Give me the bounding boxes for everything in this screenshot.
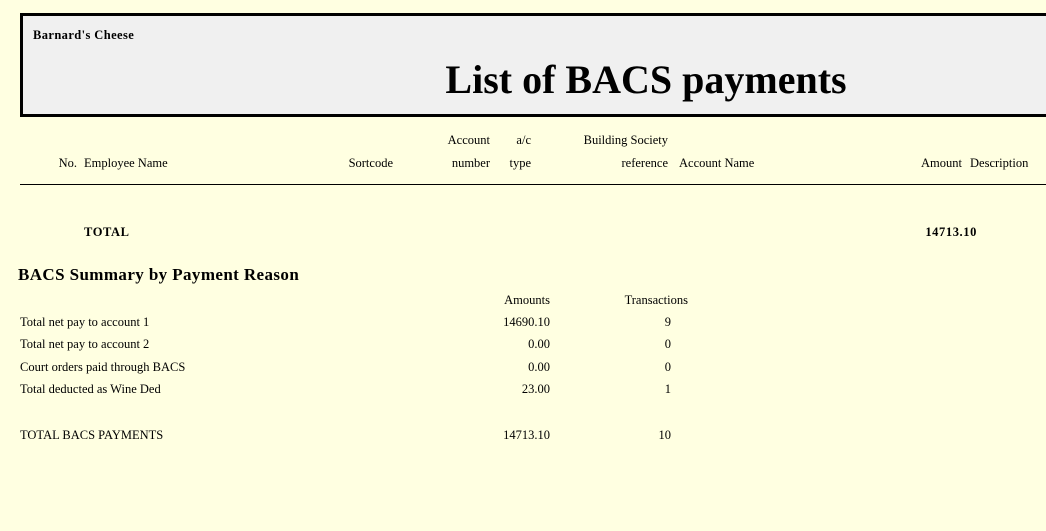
summary-row-amount: 23.00 — [521, 382, 550, 396]
total-row-amount: 14713.10 — [925, 225, 977, 239]
report-header-box: Barnard's Cheese List of BACS payments — [20, 13, 1046, 117]
summary-row-label: Total deducted as Wine Ded — [20, 382, 161, 396]
summary-col-transactions: Transactions — [624, 293, 688, 307]
col-header-sortcode: Sortcode — [348, 156, 393, 170]
summary-row-amount: 0.00 — [528, 360, 550, 374]
summary-row-label: Total net pay to account 2 — [20, 337, 150, 351]
summary-section-title: BACS Summary by Payment Reason — [18, 265, 300, 284]
summary-row-transactions: 1 — [664, 382, 671, 396]
col-header-ac-type-line1: a/c — [516, 133, 531, 147]
summary-grand-total-transactions: 10 — [658, 428, 672, 442]
summary-row-amount: 0.00 — [528, 337, 550, 351]
summary-row-transactions: 0 — [664, 337, 671, 351]
summary-row-label: Court orders paid through BACS — [20, 360, 186, 374]
summary-row-transactions: 0 — [664, 360, 671, 374]
col-header-no: No. — [58, 156, 77, 170]
summary-row-amount: 14690.10 — [503, 315, 550, 329]
header-divider-line — [20, 184, 1046, 185]
col-header-ac-type-line2: type — [509, 156, 531, 170]
col-header-account-name: Account Name — [679, 156, 755, 170]
summary-col-amounts: Amounts — [504, 293, 550, 307]
summary-grand-total-amount: 14713.10 — [503, 428, 550, 442]
col-header-building-society-line1: Building Society — [583, 133, 668, 147]
col-header-employee-name: Employee Name — [84, 156, 168, 170]
col-header-account-number-line1: Account — [447, 133, 490, 147]
report-title: List of BACS payments — [445, 57, 847, 102]
company-name: Barnard's Cheese — [33, 28, 135, 42]
summary-grand-total-label: TOTAL BACS PAYMENTS — [20, 428, 164, 442]
col-header-description: Description — [970, 156, 1029, 170]
col-header-building-society-line2: reference — [621, 156, 668, 170]
total-row-label: TOTAL — [84, 225, 130, 239]
col-header-account-number-line2: number — [451, 156, 490, 170]
summary-row-transactions: 9 — [664, 315, 671, 329]
col-header-amount: Amount — [921, 156, 962, 170]
summary-row-label: Total net pay to account 1 — [20, 315, 150, 329]
